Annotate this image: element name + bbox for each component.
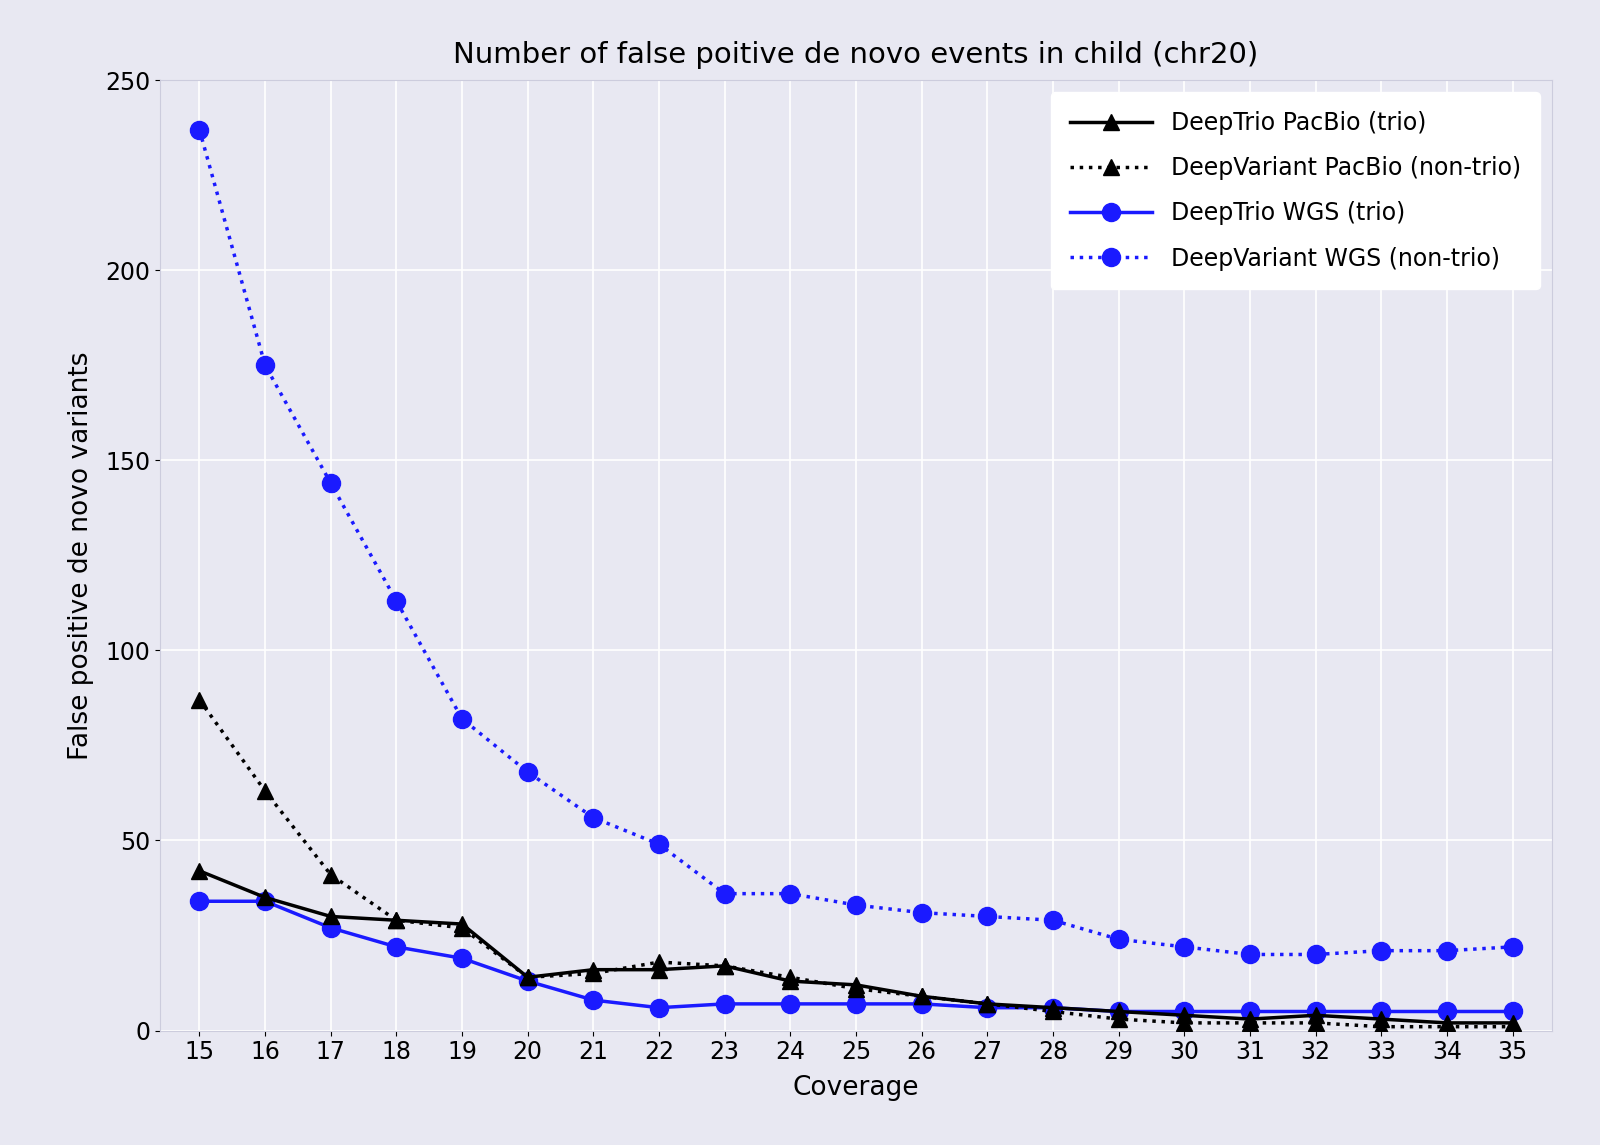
DeepVariant WGS (non-trio) [453,712,472,726]
Y-axis label: False positive de novo variants: False positive de novo variants [67,352,94,759]
DeepTrio WGS (trio) [387,940,406,954]
DeepTrio PacBio (trio) [453,917,472,931]
DeepVariant PacBio (non-trio) [1371,1020,1390,1034]
X-axis label: Coverage: Coverage [792,1075,920,1101]
DeepTrio WGS (trio) [584,993,603,1006]
DeepTrio WGS (trio) [322,921,341,934]
DeepTrio WGS (trio) [518,974,538,988]
DeepVariant PacBio (non-trio) [978,997,997,1011]
DeepVariant PacBio (non-trio) [1306,1016,1325,1029]
DeepTrio WGS (trio) [1174,1004,1194,1018]
DeepTrio PacBio (trio) [256,891,275,905]
DeepTrio PacBio (trio) [715,960,734,973]
DeepVariant PacBio (non-trio) [846,981,866,995]
DeepVariant WGS (non-trio) [650,837,669,851]
DeepVariant WGS (non-trio) [1306,948,1325,962]
DeepVariant PacBio (non-trio) [1437,1020,1456,1034]
DeepVariant PacBio (non-trio) [518,971,538,985]
DeepTrio PacBio (trio) [1371,1012,1390,1026]
DeepTrio WGS (trio) [715,997,734,1011]
DeepVariant WGS (non-trio) [1174,940,1194,954]
Line: DeepTrio WGS (trio): DeepTrio WGS (trio) [190,892,1522,1020]
DeepVariant WGS (non-trio) [1240,948,1259,962]
Line: DeepVariant PacBio (non-trio): DeepVariant PacBio (non-trio) [192,692,1520,1034]
DeepVariant WGS (non-trio) [190,123,210,136]
Line: DeepTrio PacBio (trio): DeepTrio PacBio (trio) [192,863,1520,1030]
DeepVariant PacBio (non-trio) [190,693,210,706]
DeepTrio WGS (trio) [912,997,931,1011]
DeepTrio WGS (trio) [978,1001,997,1014]
DeepVariant WGS (non-trio) [1437,943,1456,957]
DeepTrio PacBio (trio) [584,963,603,977]
DeepTrio PacBio (trio) [781,974,800,988]
DeepVariant PacBio (non-trio) [781,971,800,985]
DeepVariant WGS (non-trio) [781,886,800,900]
DeepVariant PacBio (non-trio) [1502,1020,1522,1034]
DeepTrio WGS (trio) [256,894,275,908]
DeepTrio PacBio (trio) [978,997,997,1011]
DeepVariant WGS (non-trio) [1109,932,1128,946]
DeepTrio PacBio (trio) [1306,1009,1325,1022]
DeepTrio WGS (trio) [1437,1004,1456,1018]
DeepTrio WGS (trio) [1371,1004,1390,1018]
DeepTrio WGS (trio) [781,997,800,1011]
DeepTrio PacBio (trio) [1240,1012,1259,1026]
DeepTrio PacBio (trio) [846,978,866,992]
DeepVariant WGS (non-trio) [256,358,275,372]
DeepTrio PacBio (trio) [1502,1016,1522,1029]
DeepVariant WGS (non-trio) [322,476,341,490]
DeepVariant WGS (non-trio) [912,906,931,919]
DeepVariant WGS (non-trio) [978,909,997,923]
DeepVariant WGS (non-trio) [1502,940,1522,954]
DeepVariant PacBio (non-trio) [322,868,341,882]
DeepVariant WGS (non-trio) [584,811,603,824]
DeepTrio PacBio (trio) [387,914,406,927]
DeepVariant PacBio (non-trio) [912,989,931,1003]
DeepVariant PacBio (non-trio) [387,914,406,927]
DeepTrio PacBio (trio) [1437,1016,1456,1029]
DeepVariant PacBio (non-trio) [1043,1004,1062,1018]
DeepVariant PacBio (non-trio) [1109,1012,1128,1026]
DeepVariant WGS (non-trio) [518,765,538,779]
DeepVariant PacBio (non-trio) [715,960,734,973]
DeepVariant PacBio (non-trio) [584,966,603,980]
DeepTrio PacBio (trio) [912,989,931,1003]
DeepVariant PacBio (non-trio) [453,921,472,934]
DeepVariant WGS (non-trio) [1043,914,1062,927]
DeepTrio WGS (trio) [1502,1004,1522,1018]
DeepVariant PacBio (non-trio) [1240,1016,1259,1029]
DeepVariant PacBio (non-trio) [256,784,275,798]
DeepTrio PacBio (trio) [1109,1004,1128,1018]
Line: DeepVariant WGS (non-trio): DeepVariant WGS (non-trio) [190,120,1522,963]
DeepTrio WGS (trio) [1306,1004,1325,1018]
DeepVariant PacBio (non-trio) [1174,1016,1194,1029]
DeepVariant PacBio (non-trio) [650,955,669,969]
DeepTrio WGS (trio) [190,894,210,908]
DeepVariant WGS (non-trio) [1371,943,1390,957]
Legend: DeepTrio PacBio (trio), DeepVariant PacBio (non-trio), DeepTrio WGS (trio), Deep: DeepTrio PacBio (trio), DeepVariant PacB… [1051,92,1541,290]
DeepTrio PacBio (trio) [518,971,538,985]
DeepTrio WGS (trio) [453,951,472,965]
DeepVariant WGS (non-trio) [387,594,406,608]
DeepTrio PacBio (trio) [322,909,341,923]
DeepTrio PacBio (trio) [650,963,669,977]
DeepTrio PacBio (trio) [1043,1001,1062,1014]
DeepVariant WGS (non-trio) [715,886,734,900]
DeepTrio WGS (trio) [650,1001,669,1014]
DeepTrio PacBio (trio) [190,864,210,878]
DeepTrio WGS (trio) [846,997,866,1011]
DeepVariant WGS (non-trio) [846,898,866,911]
Title: Number of false poitive de novo events in child (chr20): Number of false poitive de novo events i… [453,41,1259,70]
DeepTrio WGS (trio) [1109,1004,1128,1018]
DeepTrio WGS (trio) [1043,1001,1062,1014]
DeepTrio PacBio (trio) [1174,1009,1194,1022]
DeepTrio WGS (trio) [1240,1004,1259,1018]
